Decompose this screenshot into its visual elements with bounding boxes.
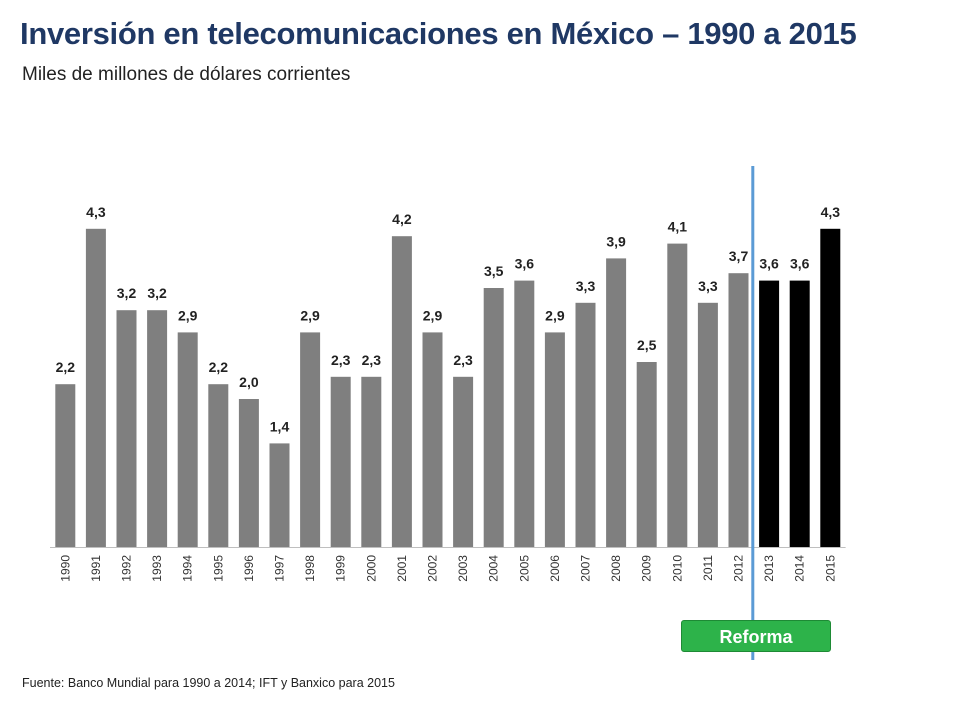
bar-2006 <box>544 332 565 547</box>
x-tick-label-2011: 2011 <box>701 555 715 581</box>
value-label-2013: 3,6 <box>759 256 779 272</box>
x-tick-label-2014: 2014 <box>793 555 807 582</box>
x-tick-label-2015: 2015 <box>823 555 837 582</box>
bar-2015 <box>820 228 841 548</box>
bar-2001 <box>391 236 412 547</box>
value-label-2008: 3,9 <box>606 233 626 249</box>
value-label-1991: 4,3 <box>86 204 106 220</box>
reform-badge: Reforma <box>681 620 831 652</box>
value-label-1993: 3,2 <box>147 285 167 301</box>
value-label-2000: 2,3 <box>362 352 382 368</box>
bar-2004 <box>483 288 504 547</box>
bar-2014 <box>789 280 810 547</box>
value-label-1992: 3,2 <box>117 285 137 301</box>
bars-group <box>55 228 841 548</box>
bar-2003 <box>453 376 474 547</box>
x-tick-label-1990: 1990 <box>58 555 72 582</box>
value-label-2011: 3,3 <box>698 278 718 294</box>
bar-2009 <box>636 362 657 547</box>
value-label-1998: 2,9 <box>300 307 320 323</box>
chart-subtitle: Miles de millones de dólares corrientes <box>22 64 351 85</box>
value-label-2001: 4,2 <box>392 211 412 227</box>
value-label-2010: 4,1 <box>668 219 688 235</box>
x-tick-label-2004: 2004 <box>487 555 501 582</box>
x-tick-label-2005: 2005 <box>517 555 531 582</box>
x-tick-label-1991: 1991 <box>89 555 103 582</box>
value-label-2015: 4,3 <box>821 204 841 220</box>
value-label-1990: 2,2 <box>56 359 76 375</box>
bar-1995 <box>208 384 229 547</box>
value-label-1995: 2,2 <box>209 359 229 375</box>
value-label-2005: 3,6 <box>515 256 535 272</box>
bar-2012 <box>728 273 749 547</box>
bar-1990 <box>55 384 76 547</box>
x-tick-label-2009: 2009 <box>640 555 654 582</box>
bar-2002 <box>422 332 443 547</box>
x-tick-label-2008: 2008 <box>609 555 623 582</box>
value-label-2002: 2,9 <box>423 307 443 323</box>
x-tick-label-1999: 1999 <box>334 555 348 582</box>
x-tick-labels-group: 1990 1991 1992 1993 1994 1995 1996 1997 1998 1999… <box>58 555 837 582</box>
value-label-2006: 2,9 <box>545 307 565 323</box>
x-tick-label-1994: 1994 <box>181 555 195 582</box>
x-tick-label-2010: 2010 <box>670 555 684 582</box>
value-label-2012: 3,7 <box>729 248 749 264</box>
x-tick-label-1992: 1992 <box>120 555 134 582</box>
source-note: Fuente: Banco Mundial para 1990 a 2014; … <box>22 676 395 690</box>
bar-1991 <box>85 228 106 548</box>
value-label-2014: 3,6 <box>790 256 810 272</box>
x-tick-label-1997: 1997 <box>273 555 287 582</box>
chart-title: Inversión en telecomunicaciones en Méxic… <box>20 16 857 51</box>
value-labels-group: 2,2 4,3 3,2 3,2 2,9 2,2 2,0 1,4 2,9 2,3 2,3 4,2 2,9 2… <box>56 204 841 435</box>
x-tick-label-2001: 2001 <box>395 555 409 582</box>
x-tick-label-2012: 2012 <box>732 555 746 582</box>
bar-2010 <box>667 243 688 547</box>
x-tick-label-2002: 2002 <box>426 555 440 582</box>
bar-2007 <box>575 302 596 547</box>
value-label-1996: 2,0 <box>239 374 259 390</box>
value-label-1999: 2,3 <box>331 352 351 368</box>
value-label-2007: 3,3 <box>576 278 596 294</box>
bar-2011 <box>697 302 718 547</box>
x-tick-label-1996: 1996 <box>242 555 256 582</box>
bar-1998 <box>300 332 321 547</box>
x-tick-label-1995: 1995 <box>211 555 225 582</box>
bar-1992 <box>116 310 137 547</box>
bar-2008 <box>606 258 627 547</box>
value-label-2009: 2,5 <box>637 337 657 353</box>
bar-2013 <box>759 280 780 547</box>
x-tick-label-1998: 1998 <box>303 555 317 582</box>
value-label-2003: 2,3 <box>453 352 473 368</box>
bar-1999 <box>330 376 351 547</box>
x-tick-label-2003: 2003 <box>456 555 470 582</box>
value-label-1997: 1,4 <box>270 418 290 434</box>
bar-1994 <box>177 332 198 547</box>
x-tick-label-2006: 2006 <box>548 555 562 582</box>
x-tick-label-2007: 2007 <box>579 555 593 582</box>
value-label-1994: 2,9 <box>178 307 198 323</box>
bar-1993 <box>147 310 168 547</box>
bar-2000 <box>361 376 382 547</box>
x-tick-label-2013: 2013 <box>762 555 776 582</box>
bar-2005 <box>514 280 535 547</box>
bar-1996 <box>238 399 259 547</box>
x-tick-label-2000: 2000 <box>364 555 378 582</box>
x-tick-label-1993: 1993 <box>150 555 164 582</box>
bar-1997 <box>269 443 290 547</box>
value-label-2004: 3,5 <box>484 263 504 279</box>
